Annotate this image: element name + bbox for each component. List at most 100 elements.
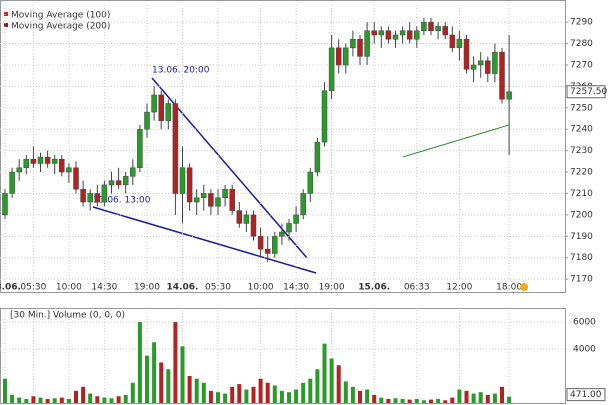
candle-body [485, 60, 491, 74]
price-panel [0, 0, 566, 293]
candle-body [293, 214, 299, 224]
volume-bar [244, 389, 249, 403]
legend-marker [4, 23, 8, 27]
y-tick-label: 7250 [570, 103, 593, 113]
volume-bar [251, 386, 256, 403]
candle-body [421, 21, 427, 31]
y-tick-label: 4000 [573, 345, 596, 355]
y-tick-label: 7200 [570, 210, 593, 220]
candle-body [16, 167, 22, 173]
volume-bar [109, 398, 114, 403]
volume-bar [308, 378, 313, 403]
volume-bar [443, 400, 448, 403]
x-tick-label: 19:00 [319, 283, 345, 293]
volume-bar [265, 382, 270, 403]
volume-bar [393, 398, 398, 403]
y-tick-label: 7180 [570, 253, 593, 263]
volume-bar [130, 382, 135, 403]
x-tick-label: 18:00 [496, 283, 522, 293]
y-tick-label: 6000 [573, 318, 596, 328]
candle-body [506, 91, 512, 100]
candle-body [463, 39, 470, 70]
volume-bar [358, 390, 362, 403]
volume-bar [287, 392, 291, 403]
candle-body [243, 214, 250, 224]
x-tick-label: 13.06. [0, 283, 21, 293]
volume-bar [343, 381, 348, 403]
candle-body [137, 128, 143, 169]
candle-body [37, 156, 44, 164]
volume-panel [0, 308, 566, 404]
candle-body [87, 193, 93, 203]
volume-bar [315, 369, 320, 403]
candle-body [186, 167, 193, 203]
volume-bar [500, 386, 504, 403]
candle-body [357, 39, 363, 57]
volume-bar [329, 358, 334, 403]
candle-body [286, 223, 292, 233]
candle-body [492, 51, 498, 74]
candle-body [499, 51, 505, 100]
candle-body [144, 111, 150, 130]
candle-body [172, 103, 179, 194]
candle-body [257, 236, 264, 250]
candle-body [122, 176, 129, 186]
volume-bar [365, 389, 370, 403]
volume-bar [208, 390, 213, 403]
x-tick-label: 14:30 [283, 283, 309, 293]
volume-bar [17, 397, 22, 403]
x-tick-label: 15.06. [358, 283, 390, 293]
x-tick-label: 19:00 [134, 283, 160, 293]
x-tick-label: 10:00 [56, 283, 82, 293]
volume-bar [429, 399, 433, 403]
volume-bar [38, 397, 43, 403]
candle-body [208, 193, 214, 207]
volume-bar [372, 394, 377, 403]
volume-bar [216, 392, 220, 403]
candle-body [151, 94, 157, 113]
candle-body [279, 231, 285, 237]
volume-bar [485, 394, 490, 403]
candle-body [442, 26, 448, 36]
volume-bar [450, 397, 455, 403]
candle-body [371, 30, 377, 36]
x-tick-label: 05:30 [205, 283, 231, 293]
candle-body [250, 214, 257, 237]
volume-bar [436, 398, 441, 403]
annotation: 13.06. 20:00 [152, 66, 210, 76]
candle-body [328, 47, 335, 91]
volume-bar [350, 386, 355, 403]
candle-body [343, 47, 349, 66]
y-tick-label: 7270 [570, 60, 593, 70]
volume-bar [471, 393, 476, 403]
y-tick-label: 7170 [570, 275, 593, 285]
volume-bar [237, 384, 242, 403]
candle-body [115, 180, 122, 186]
volume-bar [464, 390, 469, 403]
candle-body [399, 30, 406, 36]
candle-body [428, 21, 434, 31]
current-volume: 471.00 [570, 390, 602, 400]
candle-body [335, 47, 342, 66]
volume-title: [30 Min.] Volume (0, 0, 0) [10, 311, 125, 321]
volume-bar [74, 390, 78, 403]
y-tick-label: 7220 [570, 168, 593, 178]
candle-body [300, 193, 306, 216]
candle-body [470, 64, 477, 70]
volume-bar [507, 396, 512, 403]
candle-body [44, 156, 51, 164]
candle-body [215, 197, 221, 207]
y-tick-label: 7240 [570, 125, 593, 135]
volume-bar [407, 399, 412, 403]
candle-body [2, 193, 8, 216]
volume-bar [24, 398, 29, 403]
volume-bar [194, 378, 199, 403]
candle-body [222, 188, 228, 199]
volume-bar [294, 389, 299, 403]
volume-bar [3, 378, 7, 403]
candle-body [272, 236, 278, 254]
volume-bar [386, 398, 391, 403]
volume-bar [187, 376, 192, 403]
candle-body [193, 197, 200, 203]
